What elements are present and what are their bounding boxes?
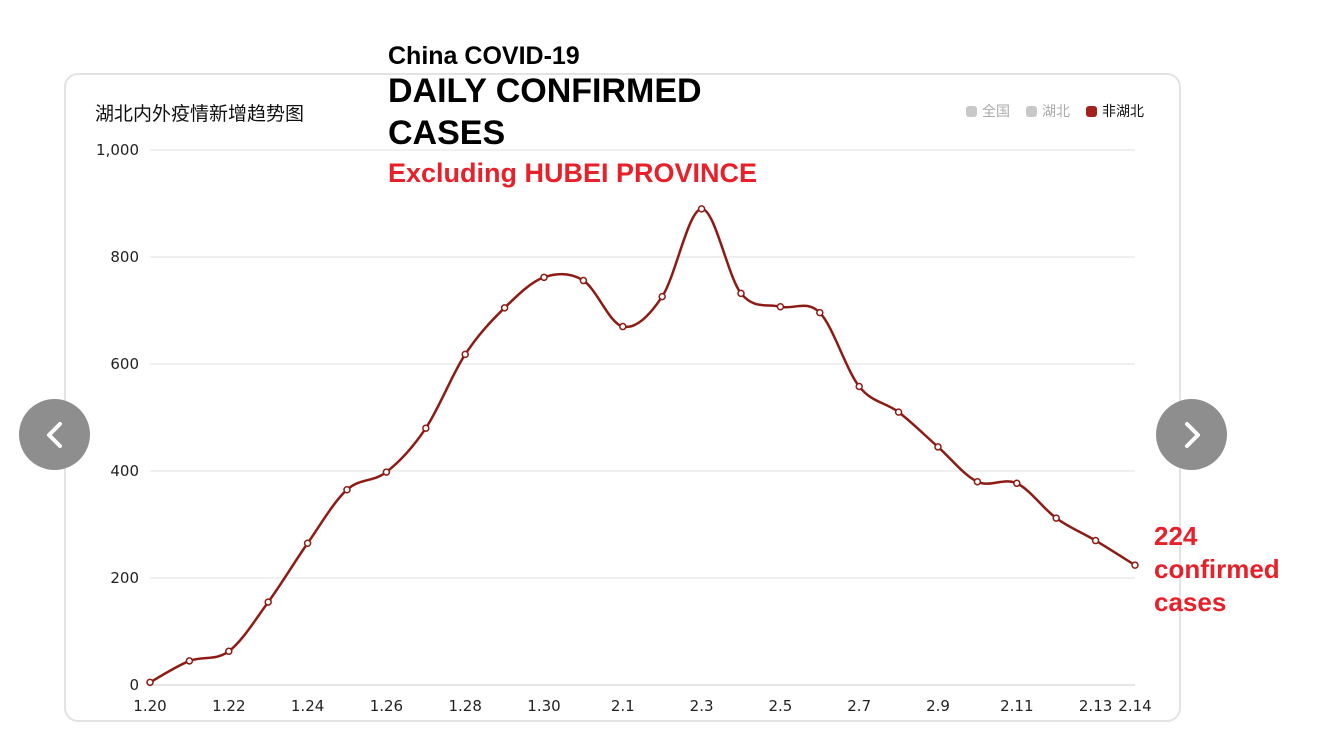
- x-tick-label: 1.24: [291, 697, 324, 715]
- data-point[interactable]: [658, 292, 666, 301]
- y-tick-label: 0: [129, 676, 139, 694]
- data-point[interactable]: [343, 485, 351, 494]
- legend-swatch-non-hubei: [1086, 105, 1097, 117]
- x-axis: 1.20 1.22 1.24 1.26 1.28 1.30 2.1 2.3 2.5 2.7 2.9 2…: [133, 697, 1151, 715]
- data-point[interactable]: [185, 657, 194, 665]
- data-point[interactable]: [579, 276, 588, 285]
- x-tick-label: 2.9: [926, 697, 950, 715]
- x-tick-label: 2.5: [768, 697, 792, 715]
- callout-line3: cases: [1154, 587, 1227, 617]
- overlay-title-line1: China COVID-19: [388, 42, 580, 70]
- y-tick-label: 1,000: [96, 141, 139, 159]
- data-point[interactable]: [1091, 536, 1100, 545]
- data-point[interactable]: [422, 424, 430, 432]
- data-point[interactable]: [146, 678, 154, 687]
- y-tick-label: 200: [110, 569, 139, 587]
- data-point[interactable]: [500, 304, 509, 312]
- y-tick-label: 400: [110, 462, 139, 480]
- legend-swatch-national: [966, 105, 977, 117]
- callout-line2: confirmed: [1154, 554, 1280, 584]
- overlay-title-line2: DAILY CONFIRMED CASES: [388, 72, 702, 152]
- x-tick-label: 2.3: [690, 697, 714, 715]
- x-tick-label: 1.28: [448, 697, 481, 715]
- y-tick-label: 800: [110, 248, 139, 266]
- next-slide-button[interactable]: [1156, 399, 1227, 470]
- x-tick-label: 2.13: [1079, 697, 1112, 715]
- x-tick-label: 1.20: [133, 697, 166, 715]
- data-point[interactable]: [776, 303, 785, 311]
- x-tick-label: 2.7: [847, 697, 871, 715]
- data-point[interactable]: [225, 647, 233, 656]
- legend-label-hubei: 湖北: [1042, 104, 1070, 120]
- x-tick-label: 1.26: [370, 697, 403, 715]
- x-tick-label: 2.11: [1000, 697, 1033, 715]
- x-tick-label: 1.30: [527, 697, 560, 715]
- overlay-title: China COVID-19 DAILY CONFIRMED CASES Exc…: [388, 42, 757, 190]
- chevron-left-icon: [46, 421, 62, 448]
- data-point[interactable]: [697, 205, 706, 213]
- last-value-callout: 224 confirmed cases: [1154, 520, 1314, 619]
- overlay-subtitle: Excluding HUBEI PROVINCE: [388, 158, 758, 188]
- legend-label-non-hubei: 非湖北: [1102, 104, 1144, 120]
- data-point[interactable]: [894, 408, 903, 416]
- series-line-non-hubei: [149, 207, 1136, 684]
- data-point[interactable]: [540, 273, 548, 282]
- callout-value: 224: [1154, 521, 1198, 551]
- data-point[interactable]: [1013, 479, 1021, 488]
- data-point[interactable]: [461, 350, 469, 359]
- y-axis: 0 200 400 600 800 1,000: [96, 141, 139, 694]
- data-point[interactable]: [1131, 561, 1139, 569]
- legend-item-non-hubei[interactable]: 非湖北: [1086, 101, 1144, 121]
- data-point[interactable]: [855, 382, 863, 391]
- data-point[interactable]: [934, 443, 942, 451]
- data-point[interactable]: [619, 322, 627, 331]
- data-point[interactable]: [973, 477, 982, 486]
- chevron-right-icon: [1184, 421, 1200, 448]
- data-point[interactable]: [737, 289, 745, 298]
- legend-item-hubei[interactable]: 湖北: [1026, 101, 1070, 121]
- data-point[interactable]: [264, 598, 272, 606]
- chart-title: 湖北内外疫情新增趋势图: [95, 103, 305, 125]
- prev-slide-button[interactable]: [19, 399, 90, 470]
- legend-swatch-hubei: [1026, 105, 1037, 117]
- legend-label-national: 全国: [982, 104, 1010, 120]
- legend-item-national[interactable]: 全国: [966, 101, 1010, 121]
- data-point[interactable]: [303, 539, 312, 547]
- legend: 全国 湖北 非湖北: [966, 101, 1144, 121]
- y-tick-label: 600: [110, 355, 139, 373]
- data-point[interactable]: [1052, 514, 1060, 522]
- data-point[interactable]: [816, 308, 824, 317]
- x-tick-label: 2.14: [1118, 697, 1151, 715]
- data-points: [146, 205, 1139, 687]
- x-tick-label: 1.22: [212, 697, 245, 715]
- x-tick-label: 2.1: [611, 697, 635, 715]
- data-point[interactable]: [382, 468, 391, 476]
- grid: [150, 149, 1135, 686]
- chart-card: [64, 73, 1181, 722]
